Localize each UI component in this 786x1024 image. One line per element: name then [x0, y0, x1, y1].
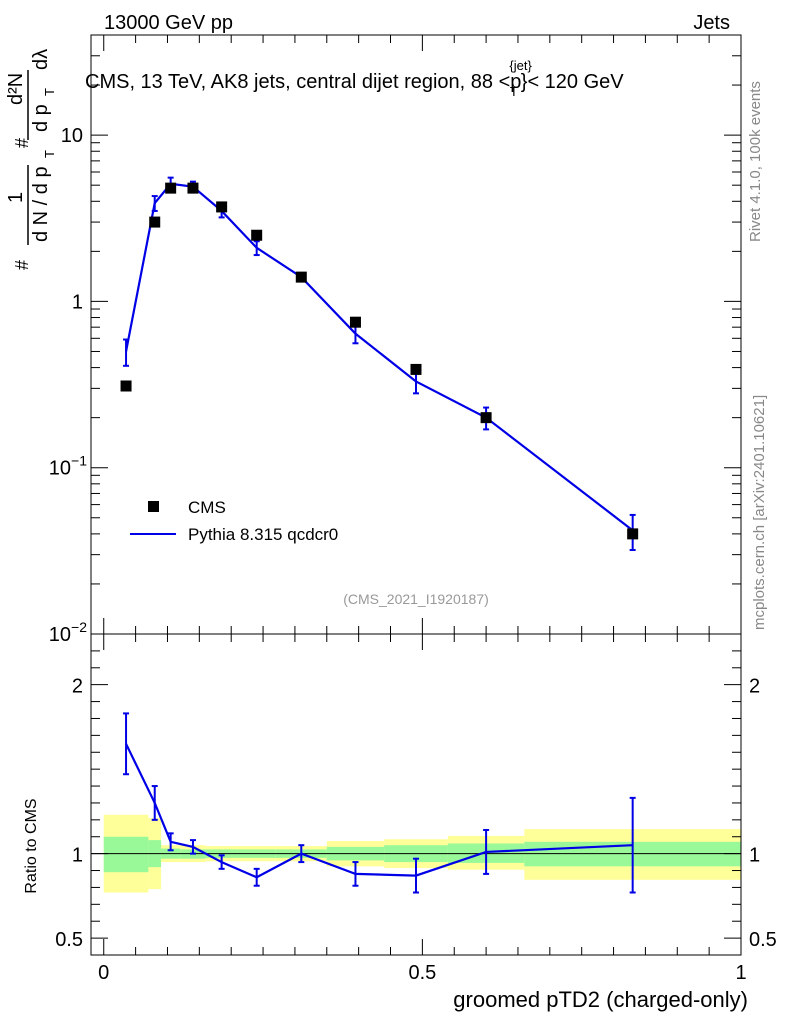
ylabel-dpt: d p	[30, 104, 52, 132]
analysis-id: (CMS_2021_I1920187)	[343, 591, 489, 607]
ylabel-hash2: #	[12, 138, 32, 148]
ylabel-d2n: d²N	[5, 73, 27, 105]
ratio-frame	[90, 633, 742, 956]
x-tick-label: 0	[98, 962, 109, 984]
legend-mc-label: Pythia 8.315 qcdcr0	[188, 525, 338, 544]
cms-data-point	[165, 182, 177, 194]
cms-data-point	[216, 201, 228, 213]
ratio-panel	[90, 633, 742, 956]
main-panel	[90, 34, 742, 635]
ylabel-den-sub: T	[42, 150, 57, 158]
ratio-y-tick-label-left: 1	[72, 845, 83, 867]
cms-data-point	[251, 229, 263, 241]
title-tail: }< 120 GeV	[521, 71, 625, 93]
main-y-tick-exp: −2	[71, 619, 87, 635]
cms-data-point	[349, 316, 361, 328]
cms-data-point	[480, 412, 492, 424]
cms-data-point	[149, 216, 161, 228]
ratio-y-label: Ratio to CMS	[23, 798, 40, 893]
ratio-y-tick-label-left: 0.5	[55, 929, 83, 951]
main-frame	[90, 34, 742, 635]
x-axis-label: groomed pTD2 (charged-only)	[453, 987, 748, 1012]
main-y-tick-base: 10	[49, 624, 71, 646]
plot-title: CMS, 13 TeV, AK8 jets, central dijet reg…	[85, 58, 624, 99]
ratio-y-tick-label-right: 2	[749, 676, 760, 698]
mcplots-label: mcplots.cern.ch [arXiv:2401.10621]	[751, 395, 768, 630]
cms-data-point	[295, 271, 307, 283]
x-tick-label: 1	[735, 962, 746, 984]
legend: CMS Pythia 8.315 qcdcr0	[130, 498, 338, 544]
mc-line	[124, 182, 634, 532]
mc-series	[123, 176, 636, 551]
ylabel-frac-num: 1	[5, 192, 27, 203]
ratio-y-tick-label-left: 2	[72, 676, 83, 698]
main-y-tick-label: 1	[72, 291, 83, 313]
main-y-tick-exp: −1	[71, 453, 87, 469]
ratio-y-tick-label-right: 1	[749, 845, 760, 867]
ratio-y-tick-label-right: 0.5	[749, 929, 777, 951]
cms-data-point	[120, 380, 132, 392]
title-main: CMS, 13 TeV, AK8 jets, central dijet reg…	[85, 71, 521, 93]
legend-cms-label: CMS	[188, 498, 226, 517]
ylabel-dlambda: dλ	[30, 49, 52, 70]
x-tick-label: 0.5	[408, 962, 436, 984]
data-series	[120, 182, 639, 540]
ylabel-dpt-sub: T	[42, 88, 57, 96]
ratio-series	[123, 712, 636, 894]
ratio-ticks: 0.5 0.51 12 20 0.5 1	[55, 634, 777, 984]
cms-data-point	[187, 182, 199, 194]
title-sup: {jet}	[509, 58, 532, 73]
cms-data-point	[410, 363, 422, 375]
ylabel-frac-den: d N / d p	[30, 166, 52, 242]
title-sub: T	[510, 84, 518, 99]
main-y-tick-label: 10	[61, 125, 83, 147]
main-y-label: # 1 d N / d p T # d²N d p T dλ	[5, 49, 57, 270]
header-energy: 13000 GeV pp	[104, 12, 233, 34]
header-process: Jets	[693, 12, 730, 34]
ylabel-hash1: #	[12, 260, 32, 270]
main-y-tick-base: 10	[49, 458, 71, 480]
main-y-tick-label: 10−2	[49, 619, 87, 646]
rivet-label: Rivet 4.1.0, 100k events	[747, 81, 764, 242]
legend-cms-marker	[148, 501, 159, 512]
main-y-tick-label: 10−1	[49, 453, 87, 480]
cms-data-point	[627, 528, 639, 540]
ratio-band-inner	[103, 836, 149, 873]
